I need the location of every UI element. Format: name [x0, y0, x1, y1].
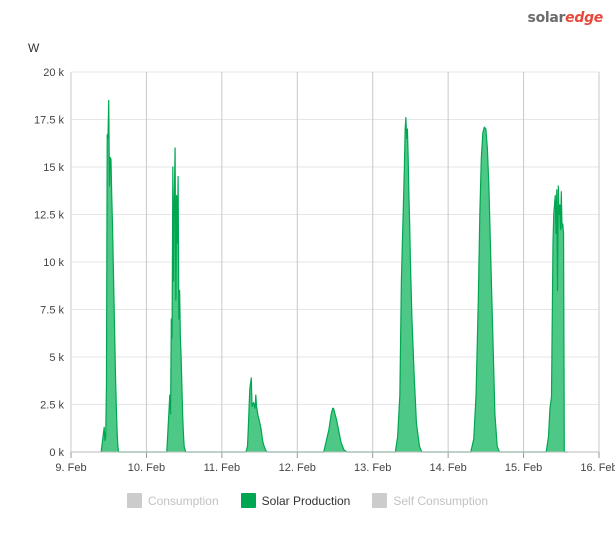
production-chart: 0 k 2.5 k 5 k 7.5 k 10 k 12.5 k 15 k 17.5 k 20 k… [28, 41, 615, 474]
y-tick-label: 12.5 k [34, 210, 64, 222]
x-axis: 9. Feb 10. Feb 11. Feb 12. Feb 13. Feb 14. Fe… [55, 451, 615, 474]
x-tick-label: 9. Feb [55, 462, 86, 474]
x-tick-label: 13. Feb [354, 462, 391, 474]
y-axis-unit: W [28, 41, 40, 55]
brand-logo-part1: solar [527, 10, 566, 26]
legend-item-self-consumption[interactable]: Self Consumption [372, 493, 488, 508]
y-tick-label: 0 k [49, 447, 64, 459]
y-tick-label: 10 k [43, 257, 64, 269]
x-tick-label: 14. Feb [429, 462, 466, 474]
legend-label: Consumption [147, 493, 219, 508]
series-layer [100, 99, 568, 453]
day-separators [70, 72, 600, 452]
y-tick-label: 17.5 k [34, 115, 64, 127]
legend-item-solar-production[interactable]: Solar Production [240, 493, 351, 508]
brand-logo-part2: edge [565, 10, 603, 26]
legend-label: Self Consumption [393, 493, 489, 508]
y-tick-label: 5 k [49, 352, 64, 364]
x-tick-label: 11. Feb [204, 462, 241, 474]
x-tick-label: 15. Feb [505, 462, 542, 474]
legend-label: Solar Production [261, 493, 351, 508]
chart-grid [71, 71, 599, 453]
legend-swatch [240, 493, 256, 508]
y-tick-label: 20 k [43, 67, 64, 79]
legend-swatch [126, 493, 142, 508]
y-axis: 0 k 2.5 k 5 k 7.5 k 10 k 12.5 k 15 k 17.5 k 20 k [34, 67, 64, 459]
y-tick-label: 15 k [43, 162, 64, 174]
legend-item-consumption[interactable]: Consumption [126, 493, 219, 508]
y-tick-label: 7.5 k [40, 305, 64, 317]
chart-legend: Consumption Solar Production Self Consum… [0, 493, 615, 508]
x-tick-label: 10. Feb [128, 462, 165, 474]
brand-logo: solaredge [527, 10, 604, 26]
x-tick-label: 12. Feb [279, 462, 316, 474]
x-tick-label: 16. Feb [580, 462, 615, 474]
y-tick-label: 2.5 k [40, 400, 64, 412]
legend-swatch [372, 493, 388, 508]
series-line [100, 99, 568, 453]
